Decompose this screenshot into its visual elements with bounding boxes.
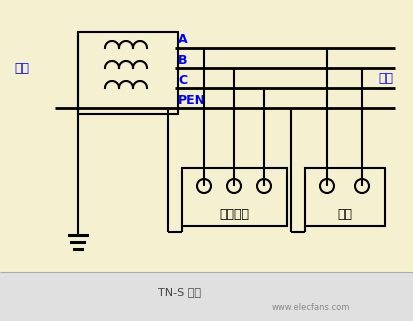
- Bar: [182, 168, 286, 226]
- Text: 电源: 电源: [14, 62, 29, 74]
- Text: PEN: PEN: [178, 94, 206, 107]
- Text: www.elecfans.com: www.elecfans.com: [271, 303, 349, 313]
- Text: 单相: 单相: [337, 207, 351, 221]
- Bar: [304, 168, 384, 226]
- Text: A: A: [178, 33, 187, 46]
- Text: 负荷: 负荷: [377, 72, 392, 84]
- Text: C: C: [178, 74, 187, 87]
- Text: B: B: [178, 54, 187, 67]
- Text: 三相设备: 三相设备: [219, 207, 249, 221]
- Text: TN-S 系统: TN-S 系统: [158, 287, 201, 297]
- Bar: [0, 272, 413, 321]
- Bar: [78, 32, 178, 114]
